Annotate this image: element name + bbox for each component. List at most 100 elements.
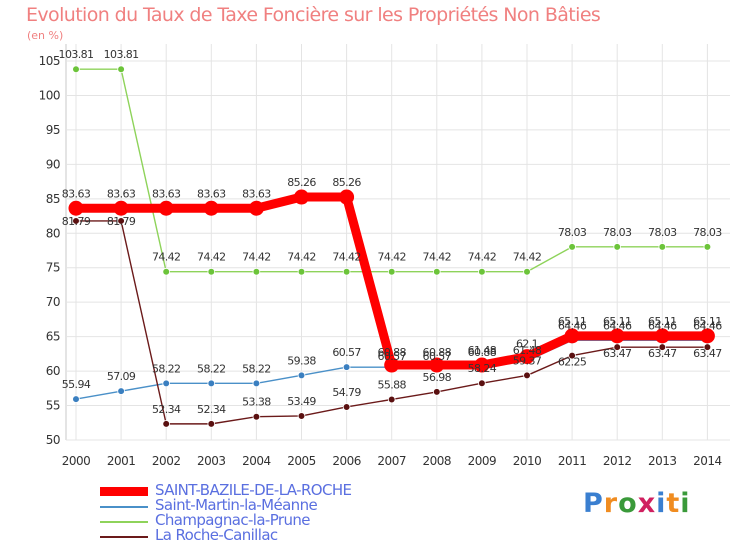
data-point [478,379,486,388]
x-tick-label: 2006 [332,454,361,468]
data-point [117,387,125,395]
x-tick-label: 2005 [287,454,316,468]
y-tick-label: 85 [46,192,60,206]
legend-swatch [100,487,148,496]
data-label: 54.79 [332,386,361,399]
data-point [478,267,486,276]
data-point [203,200,219,216]
x-tick-label: 2002 [152,454,181,468]
data-point [384,357,400,373]
data-label: 53.38 [242,396,271,409]
y-tick-label: 80 [46,226,60,240]
data-point [658,343,667,351]
x-tick-label: 2004 [242,454,271,468]
data-point [387,395,396,404]
data-label: 65.11 [693,315,722,328]
data-label: 74.42 [468,251,497,264]
data-label: 78.03 [648,226,677,239]
data-point [523,371,531,380]
data-point [297,371,306,380]
data-label: 74.42 [423,251,452,264]
data-point [117,65,125,74]
data-label: 83.63 [107,187,136,200]
data-point [613,343,621,351]
data-label: 56.98 [423,371,452,384]
data-label: 58.22 [197,362,226,375]
legend-label: SAINT-BAZILE-DE-LA-ROCHE [155,481,352,499]
data-label: 74.42 [287,251,316,264]
data-label: 83.63 [62,187,91,200]
data-label: 63.47 [693,347,722,360]
data-point [568,351,576,360]
data-point [432,267,441,276]
data-point [342,403,351,411]
data-label: 52.34 [152,403,181,416]
chart-title: Evolution du Taux de Taxe Foncière sur l… [26,4,601,26]
data-label: 63.47 [648,347,677,360]
data-label: 63.47 [603,347,632,360]
y-tick-label: 55 [46,399,60,413]
data-point [703,343,712,351]
legend-swatch [100,536,148,538]
data-point [564,328,580,344]
data-label: 58.22 [152,362,181,375]
data-point [523,267,531,276]
data-label: 60.57 [377,350,406,363]
data-label: 64.46 [603,319,632,332]
data-point [568,243,576,251]
y-tick-label: 105 [39,54,60,68]
x-tick-label: 2012 [603,454,632,468]
data-label: 83.63 [152,187,181,200]
data-point [158,200,174,216]
data-point [519,349,535,365]
data-label: 55.88 [377,378,406,391]
data-label: 61.48 [468,344,497,357]
y-tick-label: 65 [46,330,60,344]
data-point [387,267,396,276]
data-point [207,420,216,428]
data-point [68,200,84,216]
x-tick-label: 2003 [197,454,226,468]
y-tick-label: 100 [39,88,60,102]
x-tick-label: 2000 [62,454,91,468]
data-label: 60.88 [423,346,452,359]
legend-swatch [100,506,148,508]
legend-label: Saint-Martin-la-Méanne [155,496,318,514]
x-tick-label: 2001 [107,454,136,468]
data-point [252,412,261,421]
y-tick-label: 50 [46,433,60,447]
y-tick-label: 75 [46,261,60,275]
y-axis-unit: (en %) [27,29,64,42]
data-point [339,189,355,205]
data-label: 78.03 [558,226,587,239]
data-point [294,189,309,205]
data-label: 62.25 [558,356,587,369]
data-label: 74.42 [152,251,181,264]
y-tick-label: 90 [46,157,60,171]
data-label: 85.26 [287,176,316,189]
data-label: 53.49 [287,395,316,408]
legend-label: La Roche-Canillac [155,526,278,544]
data-label: 74.42 [242,251,271,264]
data-point [474,357,490,373]
data-label: 74.42 [332,251,361,264]
data-label: 74.42 [197,251,226,264]
data-point [654,328,670,344]
data-label: 81.79 [62,215,91,228]
logo-letter: o [618,488,638,519]
data-label: 78.03 [693,226,722,239]
legend-label: Champagnac-la-Prune [155,511,311,529]
x-tick-label: 2007 [377,454,406,468]
data-label: 74.42 [513,251,542,264]
logo-letter: r [603,488,619,519]
data-label: 52.34 [197,403,226,416]
data-point [162,379,171,388]
data-point [252,379,261,388]
logo-letter: P [583,488,604,519]
data-label: 58.22 [242,362,271,375]
data-point [117,217,125,225]
y-tick-label: 95 [46,123,60,137]
data-label: 57.09 [107,370,136,383]
